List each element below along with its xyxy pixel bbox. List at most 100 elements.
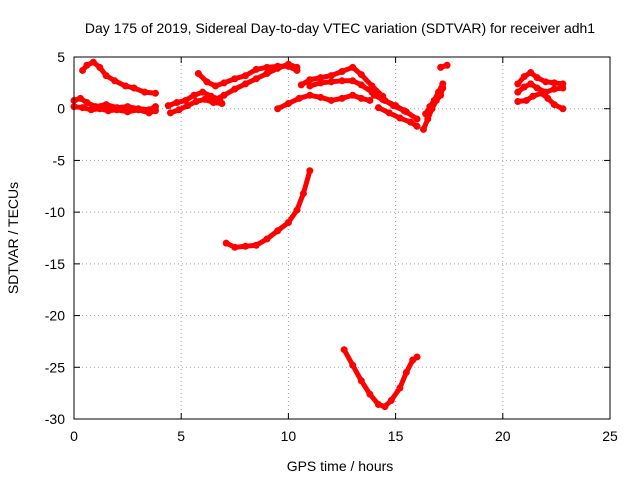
data-point <box>173 99 181 107</box>
y-tick-label: -15 <box>45 256 65 272</box>
y-tick-label: -25 <box>45 359 65 375</box>
y-tick-label: -10 <box>45 204 65 220</box>
data-point <box>164 102 172 110</box>
data-series-8 <box>297 63 387 100</box>
data-point <box>402 368 410 376</box>
data-point <box>293 63 301 71</box>
data-point <box>306 167 314 175</box>
data-point <box>550 85 558 93</box>
data-series-15 <box>437 61 451 71</box>
data-point <box>413 115 421 123</box>
data-point <box>419 125 427 133</box>
data-point <box>396 114 404 122</box>
data-point <box>527 80 535 88</box>
data-point <box>533 74 541 82</box>
data-point <box>203 78 211 86</box>
data-point <box>102 72 110 80</box>
data-point <box>263 235 271 243</box>
data-series-11 <box>370 91 421 123</box>
data-point <box>252 65 260 73</box>
data-point <box>520 73 528 81</box>
data-point <box>130 84 138 92</box>
chart-title: Day 175 of 2019, Sidereal Day-to-day VTE… <box>85 20 595 36</box>
data-point <box>190 91 198 99</box>
data-point <box>349 63 357 71</box>
data-point <box>374 401 382 409</box>
data-point <box>102 101 110 109</box>
data-point <box>96 105 104 113</box>
x-tick-label: 5 <box>177 428 185 444</box>
data-point <box>242 72 250 80</box>
data-point <box>514 88 522 96</box>
data-point <box>89 58 97 66</box>
data-point <box>192 97 200 105</box>
data-point <box>83 61 91 69</box>
data-point <box>184 102 192 110</box>
data-point <box>544 94 552 102</box>
data-point <box>220 79 228 87</box>
data-point <box>306 76 314 84</box>
data-point <box>284 100 292 108</box>
data-point <box>437 63 445 71</box>
y-tick-label: -30 <box>45 411 65 427</box>
data-point <box>201 95 209 103</box>
data-point <box>514 97 522 105</box>
data-point <box>407 118 415 126</box>
data-point <box>527 69 535 77</box>
y-tick-label: -5 <box>53 152 66 168</box>
data-point <box>338 77 346 85</box>
data-point <box>381 96 389 104</box>
x-tick-label: 10 <box>281 428 297 444</box>
x-tick-label: 15 <box>388 428 404 444</box>
data-series-20 <box>340 346 421 411</box>
data-point <box>357 377 365 385</box>
data-point <box>550 79 558 87</box>
data-point <box>426 103 434 111</box>
data-series-2 <box>70 103 159 117</box>
data-point <box>297 81 305 89</box>
series-trace <box>223 168 313 250</box>
plot-frame <box>73 56 611 420</box>
data-point <box>374 104 382 112</box>
data-point <box>520 83 528 91</box>
data-point <box>96 63 104 71</box>
data-point <box>231 85 239 93</box>
data-point <box>299 190 307 198</box>
data-point <box>242 80 250 88</box>
data-point <box>422 110 430 118</box>
data-point <box>381 403 389 411</box>
data-point <box>349 77 357 85</box>
data-point <box>274 105 282 113</box>
data-point <box>430 96 438 104</box>
data-point <box>396 384 404 392</box>
data-series-7 <box>209 60 301 104</box>
axis-ticks: 0 5 10 15 20 25 5 0 -5 -10 -15 -20 -25 -30 <box>45 49 618 444</box>
data-point <box>317 74 325 82</box>
data-point <box>385 109 393 117</box>
data-series-10 <box>274 91 374 113</box>
data-point <box>392 102 400 110</box>
data-point <box>559 84 567 92</box>
data-point <box>263 70 271 78</box>
data-point <box>349 91 357 99</box>
data-point <box>413 353 421 361</box>
data-point <box>87 106 95 114</box>
plot-area <box>70 58 567 411</box>
y-axis-label: SDTVAR / TECUs <box>5 182 21 294</box>
data-point <box>218 100 226 108</box>
series-trace <box>341 347 420 410</box>
data-point <box>542 78 550 86</box>
data-point <box>79 104 87 112</box>
data-point <box>111 77 119 85</box>
data-point <box>151 89 159 97</box>
x-tick-label: 25 <box>602 428 618 444</box>
data-point <box>124 108 132 116</box>
data-point <box>529 92 537 100</box>
data-point <box>443 61 451 69</box>
data-series-18 <box>514 89 567 113</box>
data-point <box>387 396 395 404</box>
data-point <box>175 106 183 114</box>
data-point <box>537 89 545 97</box>
data-point <box>274 227 282 235</box>
